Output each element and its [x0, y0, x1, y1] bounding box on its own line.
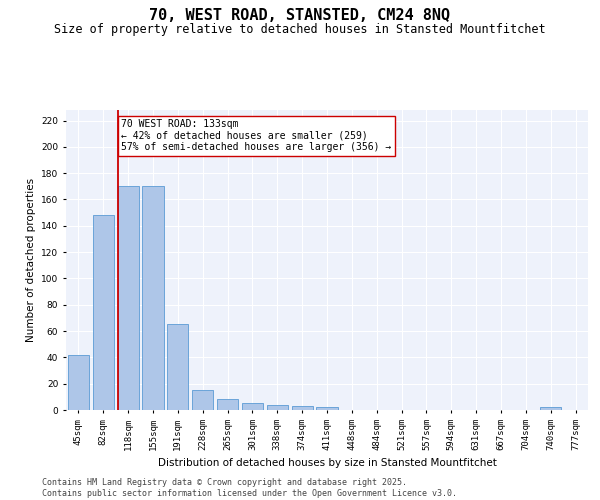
Text: Size of property relative to detached houses in Stansted Mountfitchet: Size of property relative to detached ho…: [54, 22, 546, 36]
Bar: [267, 404, 288, 410]
Bar: [68, 354, 89, 410]
Bar: [316, 408, 338, 410]
Bar: [93, 216, 114, 410]
Bar: [167, 324, 188, 410]
Bar: [242, 404, 263, 410]
Bar: [192, 390, 213, 410]
Y-axis label: Number of detached properties: Number of detached properties: [26, 178, 35, 342]
Bar: [217, 400, 238, 410]
Bar: [118, 186, 139, 410]
X-axis label: Distribution of detached houses by size in Stansted Mountfitchet: Distribution of detached houses by size …: [158, 458, 496, 468]
Text: Contains HM Land Registry data © Crown copyright and database right 2025.
Contai: Contains HM Land Registry data © Crown c…: [42, 478, 457, 498]
Bar: [142, 186, 164, 410]
Bar: [292, 406, 313, 410]
Bar: [540, 408, 561, 410]
Text: 70 WEST ROAD: 133sqm
← 42% of detached houses are smaller (259)
57% of semi-deta: 70 WEST ROAD: 133sqm ← 42% of detached h…: [121, 119, 392, 152]
Text: 70, WEST ROAD, STANSTED, CM24 8NQ: 70, WEST ROAD, STANSTED, CM24 8NQ: [149, 8, 451, 22]
